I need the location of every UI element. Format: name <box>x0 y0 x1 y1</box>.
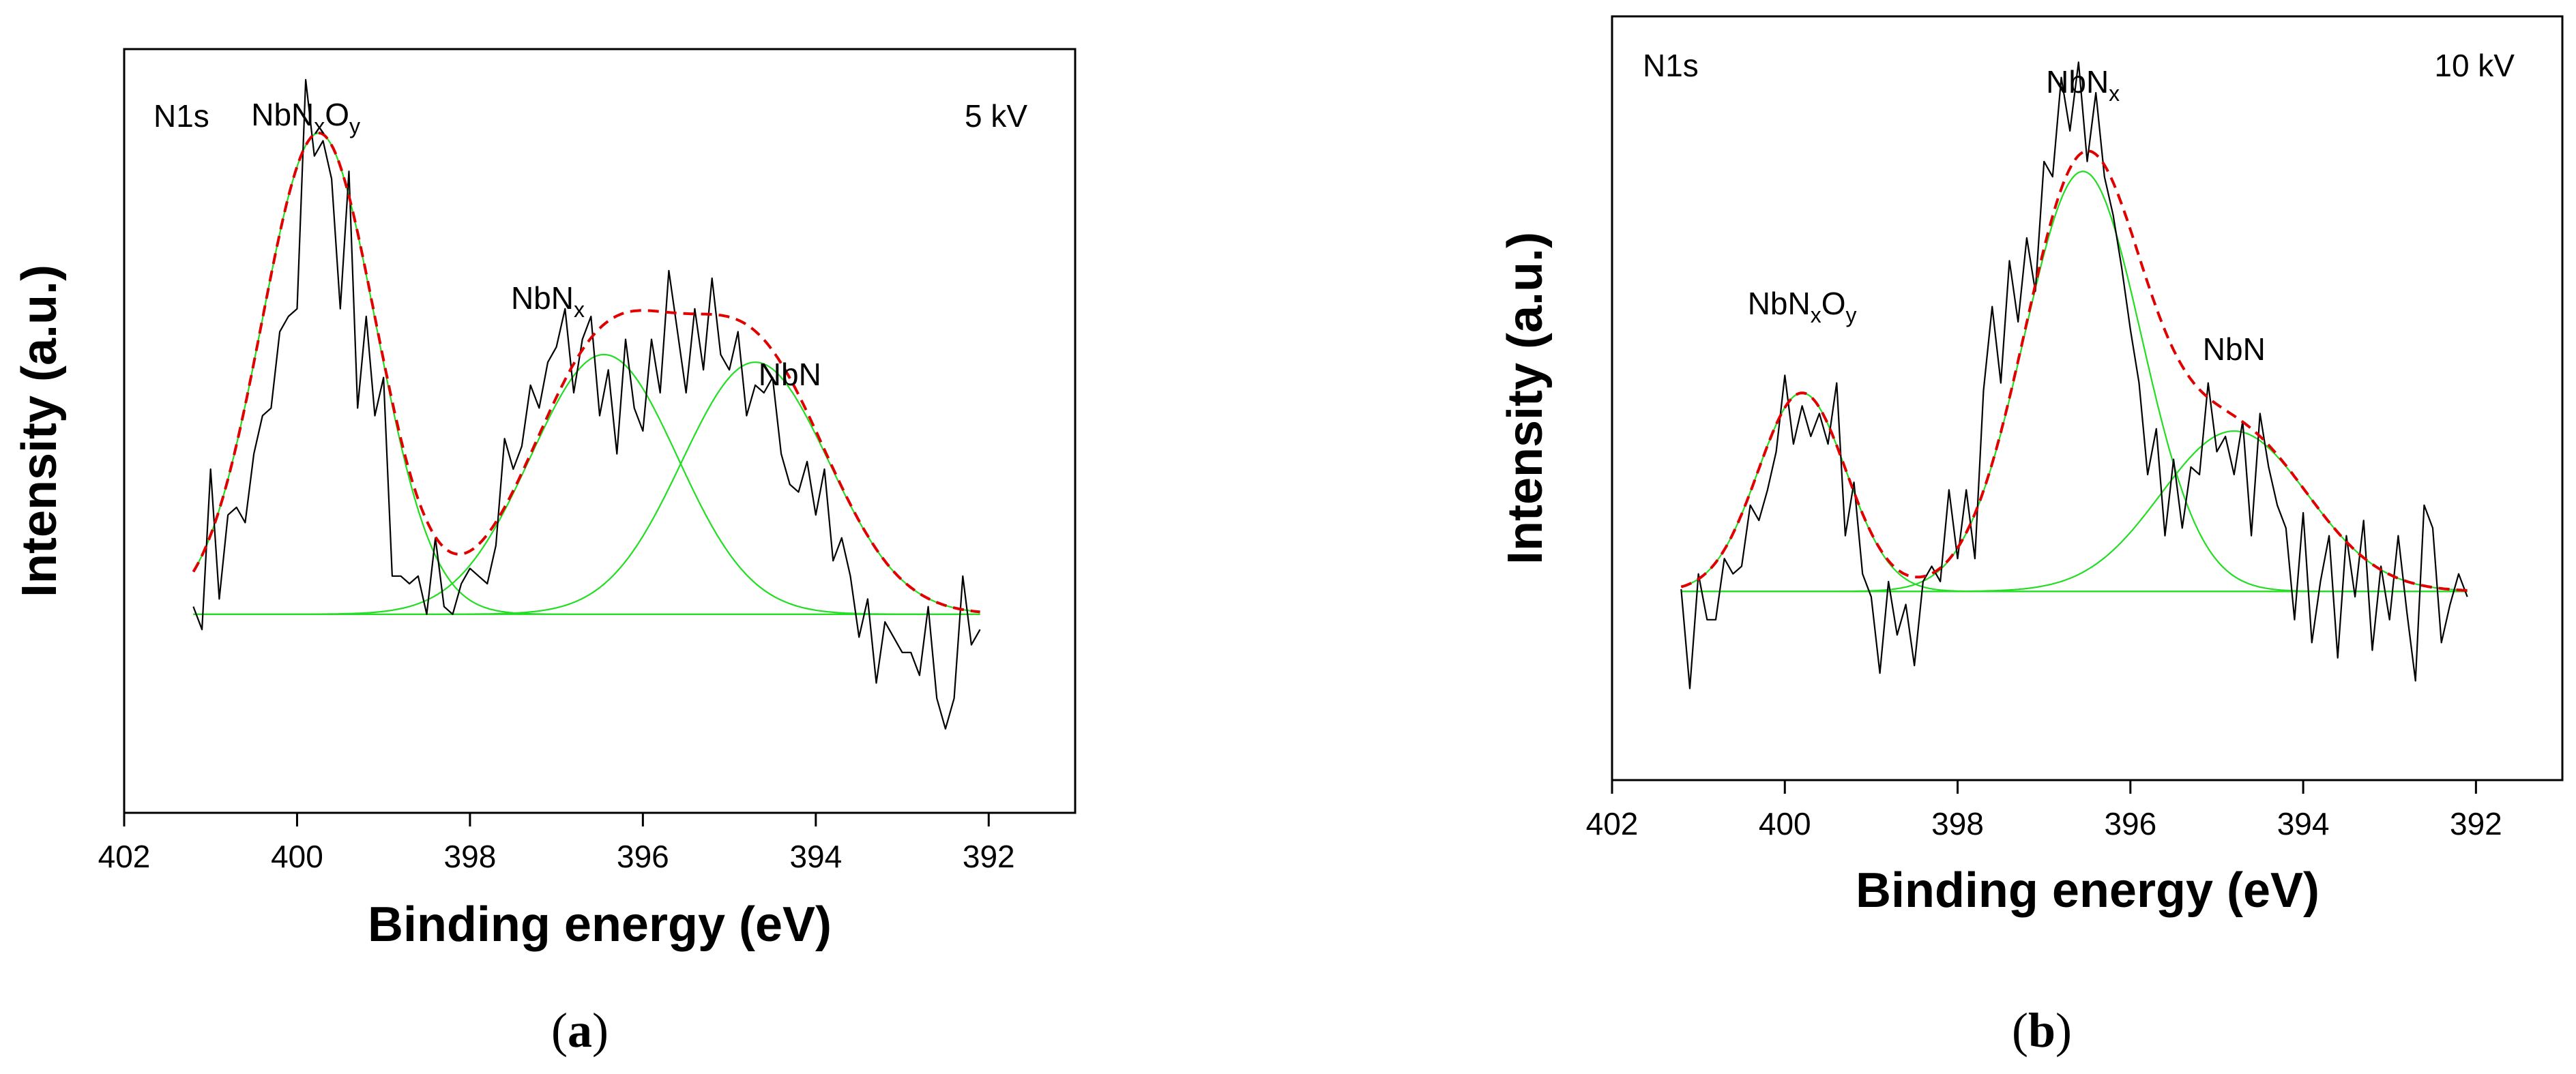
x-tick-label-402: 402 <box>1586 806 1639 841</box>
x-tick-label-396: 396 <box>2104 806 2156 841</box>
peak-label-subscript: x <box>2109 81 2120 106</box>
fit-component-NbNx <box>193 353 980 615</box>
peak-label-subscript: y <box>349 114 360 138</box>
corner-label-right-a: 5 kV <box>965 98 1027 134</box>
x-tick-label-394: 394 <box>2277 806 2330 841</box>
peak-label-NbNx: NbNx <box>511 280 585 322</box>
peak-label-NbN: NbN <box>759 357 821 392</box>
peak-label-subscript: x <box>1811 303 1821 327</box>
fit-component-NbNxOy <box>192 132 980 615</box>
x-tick-label-398: 398 <box>444 839 497 874</box>
x-tick-label-396: 396 <box>617 839 669 874</box>
chart-a-svg: 402 400 398 396 394 392 N1s 5 kV NbNxOyNbNxNb… <box>12 48 1077 1058</box>
x-tick-label-398: 398 <box>1931 806 1984 841</box>
x-tick-label-400: 400 <box>271 839 323 874</box>
y-axis-label-a: Intensity (a.u.) <box>12 265 67 597</box>
peak-label-NbNxOy: NbNxOy <box>251 97 360 138</box>
corner-label-left-b: N1s <box>1643 48 1699 83</box>
x-tick-label-392: 392 <box>2450 806 2502 841</box>
corner-label-right-b: 10 kV <box>2434 48 2515 83</box>
caption-letter-a: a <box>568 1003 592 1058</box>
peak-label-NbNx: NbNx <box>2046 64 2120 106</box>
peak-label-mid: O <box>325 97 349 132</box>
x-ticks-a: 402 400 398 396 394 392 <box>98 813 1015 874</box>
fit-component-NbN <box>1681 430 2468 593</box>
peak-label-base: NbN <box>2046 64 2109 100</box>
x-tick-label-392: 392 <box>963 839 1015 874</box>
plot-area-b <box>1680 61 2468 689</box>
peak-label-base: NbN <box>511 280 574 316</box>
x-tick-label-394: 394 <box>789 839 842 874</box>
x-axis-label-a: Binding energy (eV) <box>368 897 832 952</box>
peak-label-base: NbN <box>2203 331 2266 367</box>
peak-label-base: NbN <box>1748 286 1811 321</box>
fit-component-NbNx <box>1681 170 2468 593</box>
chart-b-svg: 402 400 398 396 394 392 N1s 10 kV NbNxOyNbNxN… <box>1498 15 2564 1058</box>
x-tick-label-402: 402 <box>98 839 151 874</box>
panel-caption-a: (a) <box>551 1003 609 1058</box>
peak-label-NbNxOy: NbNxOy <box>1748 286 1857 327</box>
x-axis-label-b: Binding energy (eV) <box>1856 863 2319 918</box>
plot-frame-b <box>1611 15 2564 781</box>
x-ticks-b: 402 400 398 396 394 392 <box>1586 780 2502 841</box>
plot-area-a <box>192 78 981 730</box>
fit-envelope <box>192 132 980 614</box>
raw-spectrum <box>1680 61 2468 689</box>
peak-label-subscript: x <box>314 114 325 138</box>
chart-panel-a: 402 400 398 396 394 392 N1s 5 kV NbNxOy NbNx Nb… <box>12 48 1077 1058</box>
raw-spectrum <box>192 78 981 730</box>
y-axis-label-b: Intensity (a.u.) <box>1498 232 1553 565</box>
peak-label-subscript: x <box>574 297 585 322</box>
peak-label-mid: O <box>1821 286 1846 321</box>
panel-caption-b: (b) <box>2012 1003 2072 1058</box>
caption-letter-b: b <box>2028 1003 2055 1058</box>
peak-label-base: NbN <box>759 357 821 392</box>
peak-label-base: NbN <box>251 97 314 132</box>
fit-component-NbN <box>193 361 980 615</box>
peak-label-NbN: NbN <box>2203 331 2266 367</box>
corner-label-left-a: N1s <box>153 98 209 134</box>
peak-label-subscript: y <box>1846 303 1857 327</box>
fit-envelope <box>1680 149 2468 592</box>
x-tick-label-400: 400 <box>1759 806 1811 841</box>
plot-frame-a <box>123 48 1077 814</box>
chart-panel-b: 402 400 398 396 394 392 N1s 10 kV NbNxOy NbNx N… <box>1288 0 2576 1074</box>
